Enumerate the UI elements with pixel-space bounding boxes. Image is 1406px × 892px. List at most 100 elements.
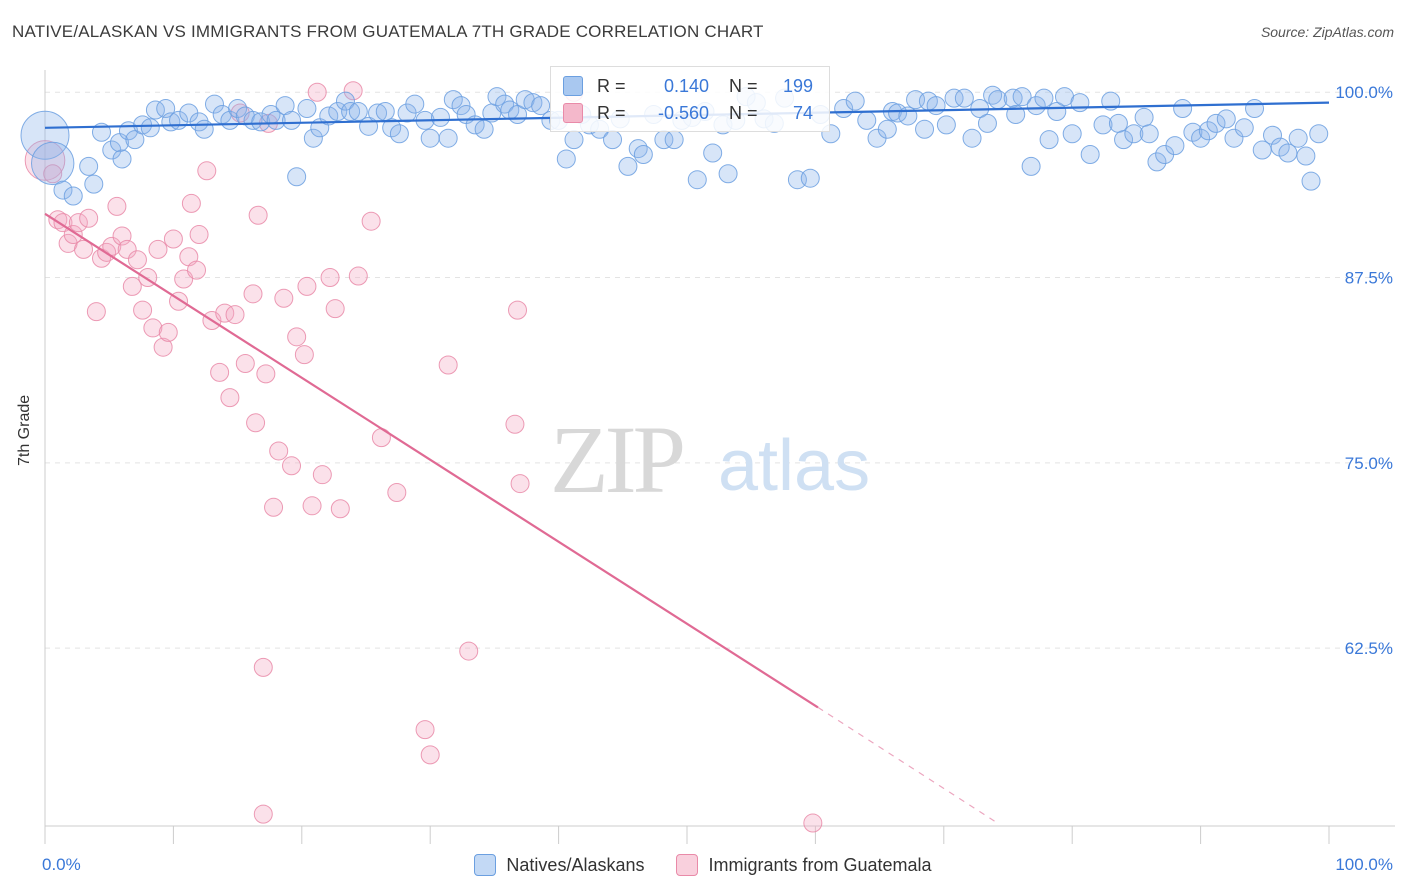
data-point [1080, 144, 1100, 164]
source-label: Source: ZipAtlas.com [1260, 24, 1394, 40]
data-point [143, 318, 163, 338]
data-point [1021, 156, 1041, 176]
data-point [954, 88, 974, 108]
data-point [1165, 136, 1185, 156]
data-point [877, 119, 897, 139]
data-point [24, 140, 66, 181]
data-point [86, 302, 106, 322]
data-point [510, 474, 530, 494]
data-point [302, 496, 322, 516]
data-point [1234, 118, 1254, 138]
data-point [20, 110, 70, 160]
data-point [1270, 137, 1290, 157]
stat-n-value: 74 [792, 102, 813, 123]
data-point [204, 94, 224, 114]
data-point [307, 82, 327, 102]
data-point [451, 96, 471, 116]
data-point [944, 88, 964, 108]
data-point [382, 118, 402, 138]
data-point [1224, 128, 1244, 148]
data-point [1191, 128, 1211, 148]
stat-n-label: N = [729, 102, 758, 123]
data-point [348, 102, 368, 122]
data-point [420, 128, 440, 148]
data-point [664, 130, 684, 150]
stat-n-value: 199 [782, 75, 813, 96]
y-tick-label: 100.0% [1335, 83, 1393, 102]
data-point [523, 93, 543, 113]
data-point [962, 128, 982, 148]
data-point [253, 657, 273, 677]
legend-label-guatemala: Immigrants from Guatemala [708, 854, 932, 875]
x-tick-label: 100.0% [1335, 855, 1393, 874]
data-point [1093, 115, 1113, 135]
data-point [348, 266, 368, 286]
data-point [415, 720, 435, 740]
data-point [1245, 99, 1265, 119]
data-point [122, 276, 142, 296]
data-point [495, 94, 515, 114]
data-point [269, 441, 289, 461]
y-axis-title: 7th Grade [16, 394, 33, 466]
legend: Natives/Alaskans Immigrants from Guatema… [0, 852, 1406, 878]
data-point [556, 149, 576, 169]
legend-swatch-natives [474, 854, 497, 876]
legend-swatch-guatemala [676, 854, 699, 876]
watermark-atlas: atlas [718, 426, 870, 506]
legend-item-natives[interactable]: Natives/Alaskans [474, 852, 644, 878]
data-point [303, 128, 323, 148]
data-point [133, 300, 153, 320]
data-point [936, 115, 956, 135]
data-point [1139, 124, 1159, 144]
data-point [845, 91, 865, 111]
legend-item-guatemala[interactable]: Immigrants from Guatemala [676, 852, 932, 878]
data-point [282, 110, 302, 130]
data-point [633, 144, 653, 164]
series-guatemala [24, 81, 823, 833]
data-point [438, 128, 458, 148]
trend-lines [44, 101, 1330, 823]
data-point [197, 161, 217, 181]
stat-swatch-guatemala [563, 103, 583, 123]
data-point [253, 804, 273, 824]
data-point [148, 239, 168, 259]
data-point [68, 213, 88, 233]
data-point [603, 130, 623, 150]
data-point [274, 288, 294, 308]
data-point [1070, 93, 1090, 113]
tick-labels: 100.0% 87.5% 75.0% 62.5% 0.0% 100.0% [42, 83, 1393, 874]
data-point [361, 211, 381, 231]
data-point [1034, 88, 1054, 108]
data-point [915, 119, 935, 139]
data-point [1039, 130, 1059, 150]
data-point [800, 168, 820, 188]
data-point [405, 94, 425, 114]
data-point [297, 276, 317, 296]
stat-row-natives: R = 0.140 N = 199 [563, 75, 813, 97]
data-point [508, 300, 528, 320]
data-point [187, 260, 207, 280]
y-tick-label: 87.5% [1345, 269, 1393, 288]
data-point [977, 113, 997, 133]
data-point [220, 388, 240, 408]
data-point [1114, 130, 1134, 150]
data-point [79, 156, 99, 176]
data-point [43, 164, 63, 184]
data-point [127, 250, 147, 270]
chart-title: NATIVE/ALASKAN VS IMMIGRANTS FROM GUATEM… [12, 22, 764, 41]
data-point [857, 110, 877, 130]
data-point [297, 99, 317, 119]
data-point [1263, 125, 1283, 145]
data-point [898, 106, 918, 126]
data-point [84, 174, 104, 194]
data-point [703, 143, 723, 163]
data-point [387, 482, 407, 502]
data-point [803, 813, 823, 833]
data-point [618, 156, 638, 176]
data-point [266, 110, 286, 130]
y-tick-label: 75.0% [1345, 454, 1393, 473]
stat-r-value: -0.560 [657, 102, 709, 123]
data-point [474, 119, 494, 139]
data-point [210, 362, 230, 382]
